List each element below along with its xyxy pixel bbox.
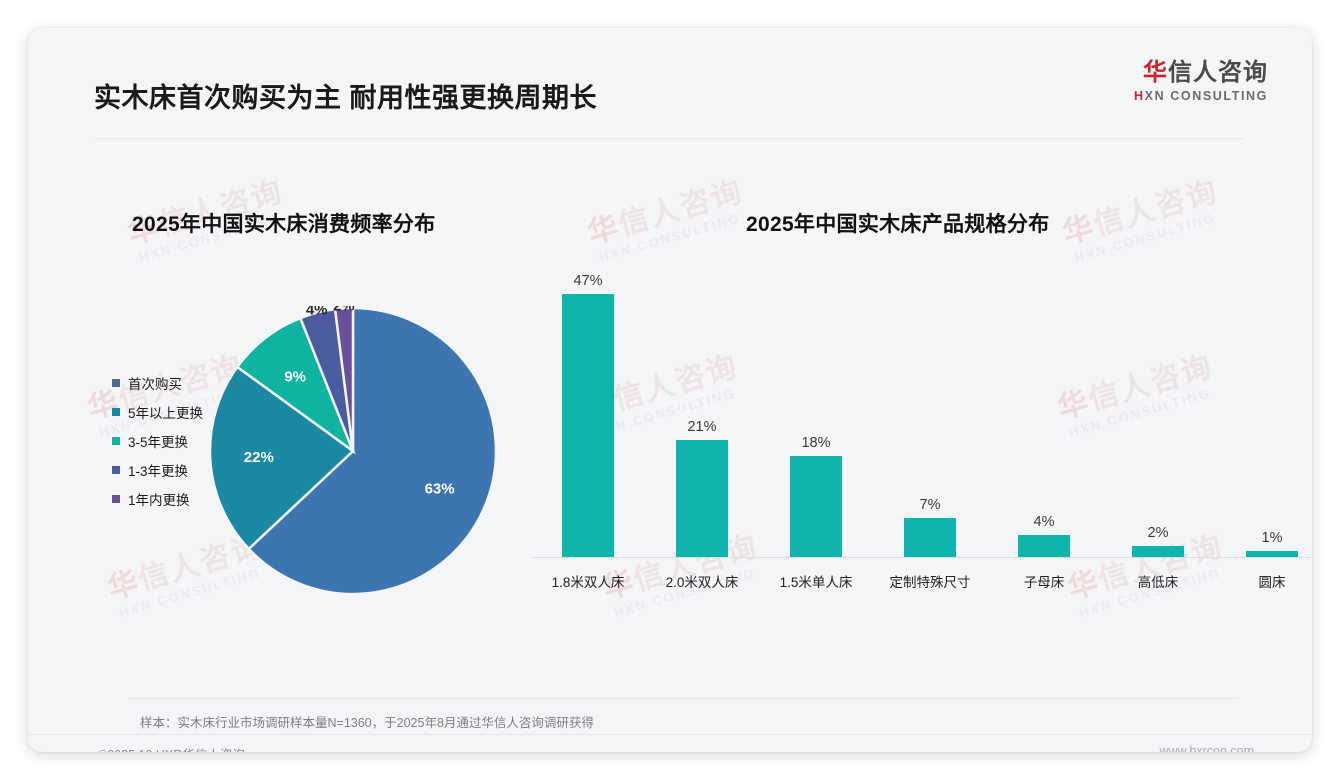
legend-item-label: 首次购买 xyxy=(128,376,182,392)
bar-plot-area: 47% 21% 18% 7% 4% 2% xyxy=(531,266,1312,558)
logo-cn-highlight: 华 xyxy=(1143,59,1168,86)
bar-value-label: 47% xyxy=(573,273,603,289)
pie-value-label: 4% xyxy=(306,306,328,319)
bar-column[interactable]: 4% xyxy=(987,514,1101,557)
pie-slice[interactable] xyxy=(208,365,355,551)
legend-item[interactable]: 5年以上更换 xyxy=(112,397,242,426)
bar-rect xyxy=(562,294,614,557)
pie-value-label: 22% xyxy=(244,449,274,466)
bar-value-label: 18% xyxy=(801,435,831,452)
pie-value-labels: 63% 22% 9% 4% 2% xyxy=(244,306,455,498)
pie-legend: 首次购买 5年以上更换 3-5年更换 1-3年更换 1年内更换 xyxy=(112,368,242,513)
bar-column[interactable]: 21% xyxy=(645,418,759,557)
bar-chart-title: 2025年中国实木床产品规格分布 xyxy=(746,213,1050,236)
bar-value-label: 7% xyxy=(919,496,941,513)
page-title: 实木床首次购买为主 耐用性强更换周期长 xyxy=(94,83,598,113)
pie-chart: 首次购买 5年以上更换 3-5年更换 1-3年更换 1年内更换 63% 22% 9%… xyxy=(88,258,518,648)
pie-slice[interactable] xyxy=(333,306,355,452)
brand-logo: 华信人咨询 HXN CONSULTING xyxy=(1134,59,1268,103)
bar-column[interactable]: 1% xyxy=(1215,530,1312,557)
footer-divider xyxy=(28,734,1312,735)
bar-value-label: 4% xyxy=(1033,513,1055,530)
slide-header: 实木床首次购买为主 耐用性强更换周期长 华信人咨询 HXN CONSULTING xyxy=(28,28,1312,139)
legend-swatch-icon xyxy=(112,407,120,416)
bar-rect xyxy=(676,439,728,557)
legend-swatch-icon xyxy=(112,436,120,445)
bar-category-label: 高低床 xyxy=(1137,575,1179,590)
legend-item-label: 1年内更换 xyxy=(128,492,190,508)
logo-cn-rest: 信人咨询 xyxy=(1168,59,1268,86)
bar-category-label: 1.5米单人床 xyxy=(779,575,853,590)
bar-value-label: 1% xyxy=(1261,530,1283,547)
watermark-cn-rest: 信人咨询 xyxy=(614,174,747,242)
bar-column[interactable]: 2% xyxy=(1101,525,1215,557)
bar-column[interactable]: 18% xyxy=(759,435,873,557)
bar-category-label: 定制特殊尺寸 xyxy=(889,575,971,590)
pie-slice[interactable] xyxy=(246,306,498,596)
legend-swatch-icon xyxy=(112,378,120,387)
bar-category-label: 子母床 xyxy=(1023,575,1065,590)
bar-column[interactable]: 7% xyxy=(873,497,987,557)
bar-chart: 47% 21% 18% 7% 4% 2% xyxy=(523,266,1312,596)
slide-card: 华信人咨询 HXN CONSULTING 华信人咨询 HXN CONSULTIN… xyxy=(28,28,1312,752)
watermark: 华信人咨询 HXN CONSULTING xyxy=(1059,174,1227,266)
pie-chart-svg[interactable]: 63% 22% 9% 4% 2% xyxy=(208,306,498,596)
logo-en-rest: XN CONSULTING xyxy=(1144,89,1268,104)
bar-category-label: 圆床 xyxy=(1258,575,1286,590)
bar-column[interactable]: 47% xyxy=(531,273,645,557)
bar-rect xyxy=(790,456,842,557)
website-url[interactable]: www.hxrcon.com xyxy=(1159,744,1254,752)
legend-item[interactable]: 1年内更换 xyxy=(112,484,242,513)
legend-item[interactable]: 首次购买 xyxy=(112,368,242,397)
bar-category-label: 2.0米双人床 xyxy=(665,575,739,590)
bar-category-axis: 1.8米双人床 2.0米双人床 1.5米单人床 定制特殊尺寸 子母床 高低床 圆… xyxy=(531,571,1312,595)
watermark-en: HXN CONSULTING xyxy=(1072,210,1218,266)
legend-item[interactable]: 3-5年更换 xyxy=(112,426,242,455)
legend-swatch-icon xyxy=(112,494,120,503)
pie-value-label: 9% xyxy=(284,368,306,385)
pie-chart-title: 2025年中国实木床消费频率分布 xyxy=(132,213,436,236)
bar-rect xyxy=(1132,545,1184,557)
bar-axis-baseline xyxy=(531,557,1312,558)
watermark-en: HXN CONSULTING xyxy=(597,210,743,266)
legend-item-label: 5年以上更换 xyxy=(128,405,204,421)
footnote-divider xyxy=(128,698,1238,699)
legend-item-label: 3-5年更换 xyxy=(128,434,189,450)
legend-swatch-icon xyxy=(112,465,120,474)
legend-item-label: 1-3年更换 xyxy=(128,463,189,479)
bar-rect xyxy=(1246,551,1298,557)
watermark-cn-highlight: 华 xyxy=(1059,210,1099,251)
bar-value-label: 2% xyxy=(1147,524,1169,541)
bar-value-label: 21% xyxy=(687,418,717,435)
copyright-text: ©2025.10 HXR华信人咨询 xyxy=(98,744,245,752)
bar-category-label: 1.8米双人床 xyxy=(551,575,625,590)
pie-value-label: 63% xyxy=(425,481,455,498)
pie-slice[interactable] xyxy=(235,316,356,455)
legend-item[interactable]: 1-3年更换 xyxy=(112,455,242,484)
source-footnote: 样本：实木床行业市场调研样本量N=1360，于2025年8月通过华信人咨询调研获… xyxy=(140,716,594,730)
watermark: 华信人咨询 HXN CONSULTING xyxy=(584,174,752,266)
watermark-cn-highlight: 华 xyxy=(584,210,624,251)
header-divider xyxy=(94,138,1244,139)
logo-chinese: 华信人咨询 xyxy=(1134,59,1268,86)
pie-slices xyxy=(208,306,498,596)
logo-english: HXN CONSULTING xyxy=(1134,89,1268,103)
watermark-cn-rest: 信人咨询 xyxy=(1089,174,1222,242)
logo-en-highlight: H xyxy=(1134,89,1145,104)
pie-value-label: 2% xyxy=(333,306,355,314)
bar-rect xyxy=(1018,534,1070,557)
bar-rect xyxy=(904,517,956,557)
